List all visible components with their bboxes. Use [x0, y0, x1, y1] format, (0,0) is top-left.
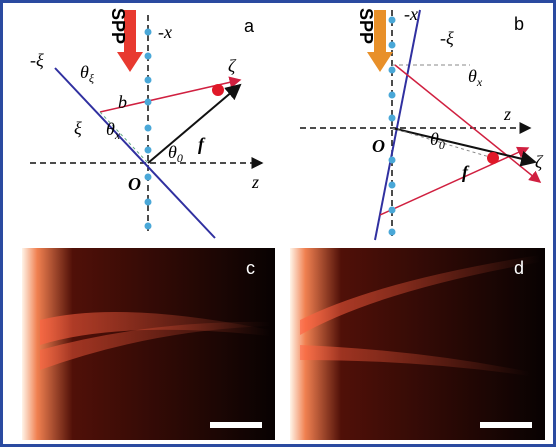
theta: θ [168, 142, 177, 162]
axis-label: z [251, 172, 259, 192]
axis-label: ξ [74, 118, 82, 138]
scale-bar [210, 422, 262, 428]
panel-a: SPP a -x -ξ ζ ξ b θξ θx θ0 f O z [30, 8, 264, 239]
focal-label: f [198, 134, 206, 154]
distance-label: b [118, 92, 127, 112]
origin-label: O [128, 174, 141, 194]
angle-label: θ0 [168, 142, 183, 165]
panel-label: b [514, 14, 524, 34]
axis-label: -x [158, 22, 172, 42]
theta: θ [430, 129, 439, 149]
theta: θ [106, 119, 115, 139]
panel-label: c [246, 258, 255, 278]
scale-bar [480, 422, 532, 428]
angle-label: θx [468, 66, 483, 89]
angle-label: θ0 [430, 129, 445, 152]
axis-label: -ξ [440, 28, 454, 48]
origin-label: O [372, 136, 385, 156]
axis-label: z [503, 104, 511, 124]
spp-label: SPP [356, 8, 376, 44]
subscript: x [114, 128, 121, 142]
subscript: x [476, 75, 483, 89]
panel-label: d [514, 258, 524, 278]
spp-label: SPP [108, 8, 128, 44]
panel-b: SPP b -x -ξ θx z O θ0 f ζ [300, 4, 544, 241]
axis-label: ζ [228, 56, 237, 76]
theta: θ [468, 66, 477, 86]
subscript: ξ [89, 71, 95, 85]
focal-label: f [462, 162, 470, 182]
panel-label: a [244, 16, 255, 36]
axis-label: ζ [535, 152, 544, 172]
angle-label: θξ [80, 62, 95, 85]
panel-d: d [290, 248, 545, 440]
axis-label: -x [404, 4, 418, 24]
subscript: 0 [439, 138, 445, 152]
subscript: 0 [177, 151, 183, 165]
theta: θ [80, 62, 89, 82]
panel-c: c [22, 248, 275, 440]
angle-label: θx [106, 119, 121, 142]
axis-label: -ξ [30, 50, 44, 70]
